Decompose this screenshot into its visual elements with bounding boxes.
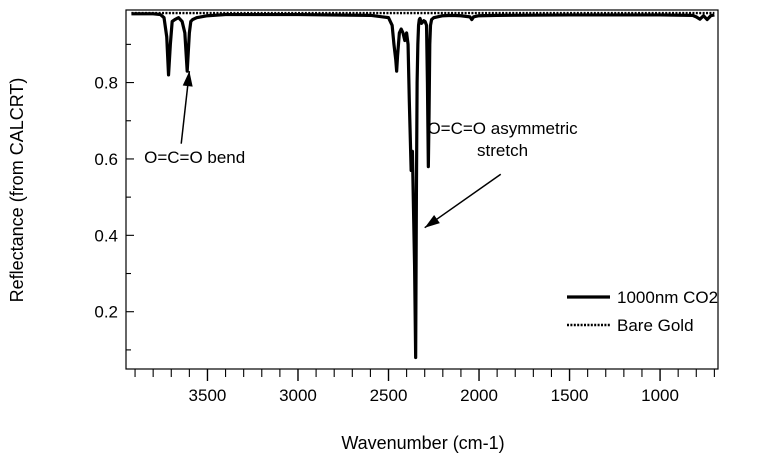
annotation-arrow-head [182,71,193,87]
y-tick-label: 0.2 [94,303,118,322]
x-tick-label: 1500 [551,386,589,405]
x-tick-label: 2000 [460,386,498,405]
x-tick-label: 3000 [279,386,317,405]
annotation-label: stretch [477,141,528,160]
y-tick-label: 0.6 [94,150,118,169]
x-tick-label: 3500 [189,386,227,405]
y-tick-label: 0.4 [94,226,118,245]
annotation-arrow-head [424,214,440,228]
annotation-label: O=C=O asymmetric [427,119,578,138]
annotation-arrow-shaft [424,173,502,229]
series-line-1000nm-co2 [131,12,715,360]
y-axis-title: Reflectance (from CALCRT) [7,78,27,303]
y-tick-label: 0.8 [94,74,118,93]
axis-layer: 3500 3000 2500 2000 1500 1000 0.2 0.4 0.6 0.8 [94,43,715,405]
plot-area [125,9,719,370]
legend-label-bare-gold: Bare Gold [617,316,694,335]
annotation-label: O=C=O bend [144,148,245,167]
annotation-layer: O=C=O bend O=C=O asymmetric stretch [144,71,578,229]
legend-label-1000nm-co2: 1000nm CO2 [617,288,718,307]
x-tick-label: 1000 [641,386,679,405]
series-layer [131,11,715,360]
x-tick-label: 2500 [370,386,408,405]
legend: 1000nm CO2 Bare Gold [567,288,718,335]
x-axis-title: Wavenumber (cm-1) [341,433,504,453]
